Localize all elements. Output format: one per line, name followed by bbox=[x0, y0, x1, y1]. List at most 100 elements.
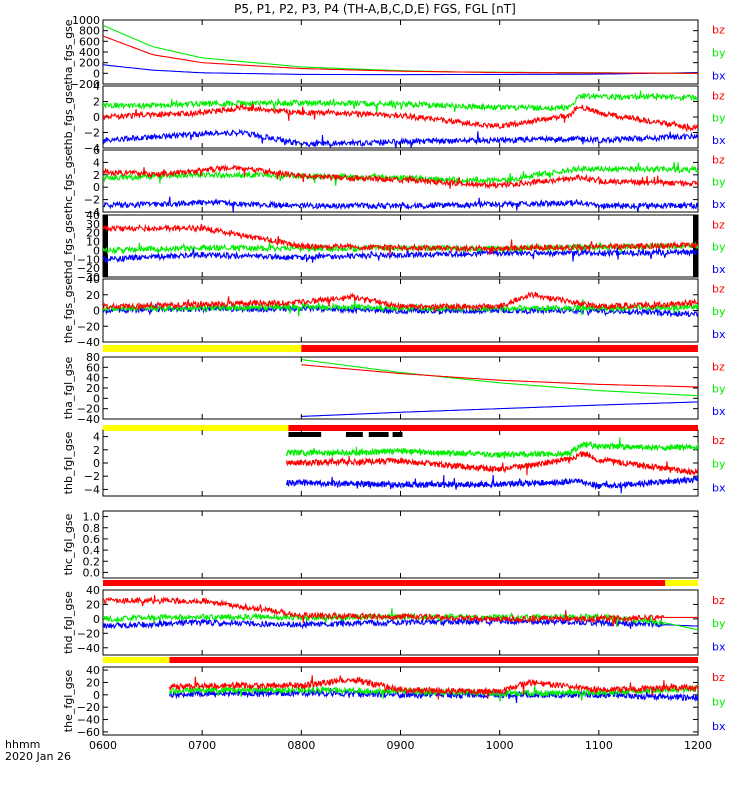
legend-bz: bz bbox=[712, 671, 725, 684]
legend-bz: bz bbox=[712, 434, 725, 447]
panel-y-label: the_fgl_gse bbox=[62, 670, 75, 733]
legend-bz: bz bbox=[712, 360, 725, 373]
series-bz bbox=[103, 594, 698, 627]
y-tick-label: 60 bbox=[86, 361, 100, 374]
y-tick-label: −20 bbox=[77, 262, 100, 275]
y-tick-label: 0.6 bbox=[83, 533, 101, 546]
panel-edge-bar-left bbox=[103, 215, 108, 277]
y-tick-label: 20 bbox=[86, 289, 100, 302]
status-bar bbox=[103, 580, 698, 586]
y-tick-label: 200 bbox=[79, 57, 100, 70]
y-tick-label: 1000 bbox=[72, 14, 100, 27]
y-tick-label: −2 bbox=[84, 470, 100, 483]
legend-bz: bz bbox=[712, 24, 725, 37]
legend-by: by bbox=[712, 176, 726, 189]
series-bz bbox=[103, 35, 698, 74]
y-tick-label: 0.0 bbox=[83, 566, 101, 579]
legend-by: by bbox=[712, 112, 726, 125]
panel-y-label: thd_fgl_gse bbox=[62, 591, 75, 654]
series-by bbox=[103, 161, 698, 186]
y-tick-label: 40 bbox=[86, 273, 100, 286]
series-bz bbox=[103, 103, 698, 132]
series-bz bbox=[103, 163, 698, 190]
series-bz bbox=[103, 291, 698, 313]
series-bx bbox=[168, 686, 698, 703]
y-tick-label: 0 bbox=[93, 244, 100, 257]
panel-y-label: thc_fgs_gse bbox=[62, 149, 75, 214]
series-bx bbox=[103, 246, 698, 264]
status-bar-segment bbox=[103, 345, 302, 352]
y-tick-label: 40 bbox=[86, 209, 100, 222]
y-tick-label: −40 bbox=[77, 714, 100, 727]
x-axis: 0600 0700 0800 0900 1000 1100 1200 bbox=[89, 20, 712, 752]
y-tick-label: −40 bbox=[77, 336, 100, 349]
series-bz bbox=[301, 364, 698, 388]
series-bz bbox=[168, 675, 698, 700]
status-bar-segment bbox=[103, 580, 666, 586]
y-tick-label: 400 bbox=[79, 46, 100, 59]
y-tick-label: 0 bbox=[93, 181, 100, 194]
y-tick-label: 0.2 bbox=[83, 555, 101, 568]
y-tick-label: −4 bbox=[84, 206, 100, 219]
x-tick-label: 0600 bbox=[89, 739, 117, 752]
legend-bx: bx bbox=[712, 720, 726, 733]
legend-bz: bz bbox=[712, 282, 725, 295]
y-tick-label: 2 bbox=[93, 96, 100, 109]
panel-y-label: thb_fgl_gse bbox=[62, 431, 75, 494]
y-tick-label: −40 bbox=[77, 642, 100, 655]
legend-by: by bbox=[712, 383, 726, 396]
y-tick-label: 0 bbox=[93, 613, 100, 626]
status-bar-segment bbox=[665, 580, 698, 586]
legend-bz: bz bbox=[712, 218, 725, 231]
y-tick-label: −60 bbox=[77, 726, 100, 739]
panel-y-label: tha_fgl_gse bbox=[62, 357, 75, 420]
y-tick-label: −2 bbox=[84, 127, 100, 140]
panel-y-label: the_fgs_gse bbox=[62, 278, 75, 343]
y-tick-label: 40 bbox=[86, 664, 100, 677]
y-tick-label: 0 bbox=[93, 111, 100, 124]
x-tick-label: 1000 bbox=[486, 739, 514, 752]
series-bx bbox=[301, 401, 698, 417]
y-tick-label: 0 bbox=[93, 457, 100, 470]
y-tick-label: −4 bbox=[84, 142, 100, 155]
status-bar-segment bbox=[103, 657, 170, 663]
status-bar-segment bbox=[288, 425, 698, 431]
x-tick-label: 0700 bbox=[188, 739, 216, 752]
legend-by: by bbox=[712, 696, 726, 709]
status-bar-segment bbox=[103, 425, 289, 431]
y-tick-label: 4 bbox=[93, 431, 100, 444]
series-by bbox=[301, 359, 698, 397]
y-tick-label: 80 bbox=[86, 351, 100, 364]
black-mark bbox=[368, 432, 389, 437]
status-bars-layer bbox=[103, 345, 699, 663]
figure-title: P5, P1, P2, P3, P4 (TH-A,B,C,D,E) FGS, F… bbox=[234, 2, 516, 16]
x-axis-units-label: hhmm bbox=[5, 738, 40, 751]
status-bar-segment bbox=[169, 657, 699, 663]
y-tick-label: 0 bbox=[93, 305, 100, 318]
y-tick-label: 40 bbox=[86, 584, 100, 597]
legend-by: by bbox=[712, 241, 726, 254]
x-tick-label: 0900 bbox=[387, 739, 415, 752]
legend-by: by bbox=[712, 305, 726, 318]
y-tick-label: 20 bbox=[86, 227, 100, 240]
y-tick-label: 10 bbox=[86, 236, 100, 249]
y-tick-label: 30 bbox=[86, 218, 100, 231]
panel-y-label: tha_fgs_gse bbox=[62, 19, 75, 84]
y-tick-label: 20 bbox=[86, 676, 100, 689]
black-mark bbox=[288, 432, 322, 437]
y-tick-label: −40 bbox=[77, 413, 100, 426]
legend-bz: bz bbox=[712, 153, 725, 166]
legend-by: by bbox=[712, 47, 726, 60]
legend-bx: bx bbox=[712, 481, 726, 494]
y-tick-label: 2 bbox=[93, 444, 100, 457]
y-tick-label: 4 bbox=[93, 156, 100, 169]
y-tick-label: −30 bbox=[77, 271, 100, 284]
legend-bx: bx bbox=[712, 70, 726, 83]
legend-bx: bx bbox=[712, 641, 726, 654]
y-tick-label: 6 bbox=[93, 144, 100, 157]
y-tick-label: 0 bbox=[93, 689, 100, 702]
y-tick-label: 20 bbox=[86, 598, 100, 611]
y-tick-label: −20 bbox=[77, 403, 100, 416]
